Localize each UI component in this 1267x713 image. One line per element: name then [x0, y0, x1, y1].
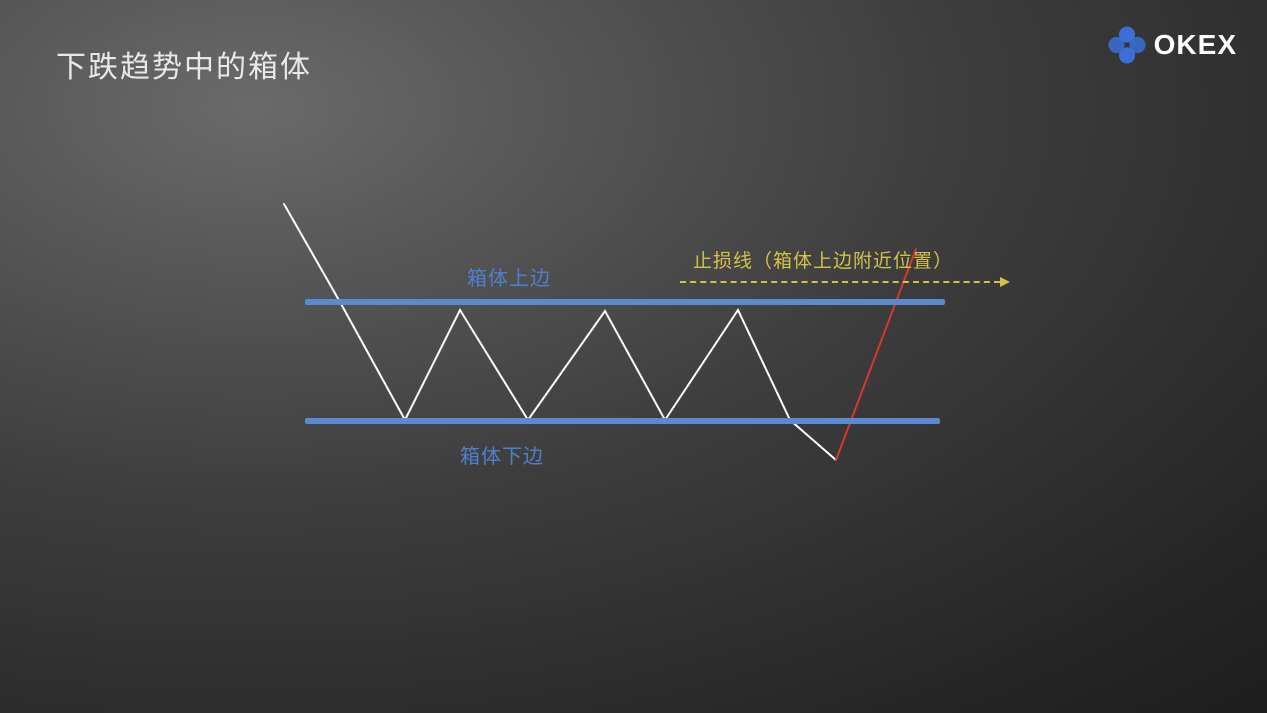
- box-top-label: 箱体上边: [467, 262, 551, 291]
- diagram-canvas: [0, 0, 1267, 713]
- box-bottom-label: 箱体下边: [460, 440, 544, 469]
- box-top-edge: [305, 299, 945, 305]
- box-bottom-edge: [305, 418, 940, 424]
- stop-loss-label: 止损线（箱体上边附近位置）: [693, 246, 953, 273]
- stop-loss-line: [680, 281, 1000, 283]
- stop-loss-arrow-icon: [1000, 277, 1010, 287]
